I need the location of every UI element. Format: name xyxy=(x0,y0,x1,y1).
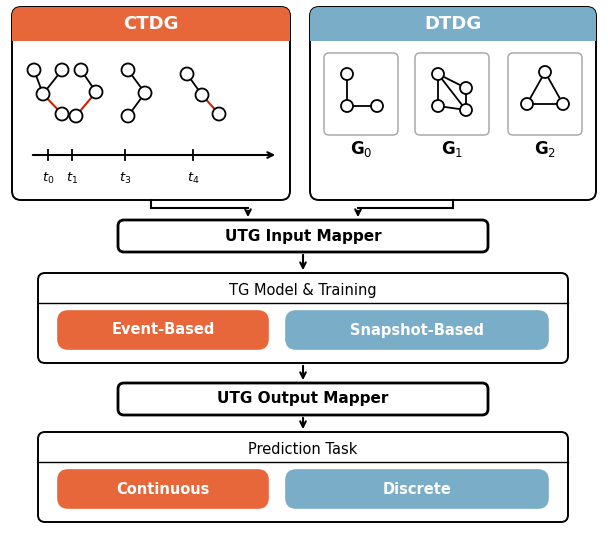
Circle shape xyxy=(521,98,533,110)
FancyBboxPatch shape xyxy=(12,7,290,200)
Text: $t_0$: $t_0$ xyxy=(42,171,54,186)
Text: UTG Output Mapper: UTG Output Mapper xyxy=(217,391,389,407)
FancyBboxPatch shape xyxy=(118,383,488,415)
Circle shape xyxy=(371,100,383,112)
FancyBboxPatch shape xyxy=(58,311,268,349)
FancyBboxPatch shape xyxy=(38,273,568,363)
Text: $\mathbf{G}_0$: $\mathbf{G}_0$ xyxy=(350,139,372,159)
FancyBboxPatch shape xyxy=(310,7,596,200)
Circle shape xyxy=(432,100,444,112)
Circle shape xyxy=(139,86,151,100)
FancyBboxPatch shape xyxy=(286,311,548,349)
Circle shape xyxy=(341,100,353,112)
Text: $\mathbf{G}_2$: $\mathbf{G}_2$ xyxy=(534,139,556,159)
Text: Continuous: Continuous xyxy=(116,482,210,497)
Bar xyxy=(12,25,290,41)
Text: $t_3$: $t_3$ xyxy=(119,171,131,186)
Circle shape xyxy=(460,82,472,94)
FancyBboxPatch shape xyxy=(508,53,582,135)
Text: CTDG: CTDG xyxy=(123,15,179,33)
Circle shape xyxy=(89,86,103,99)
Circle shape xyxy=(36,87,49,100)
Text: TG Model & Training: TG Model & Training xyxy=(229,283,377,298)
Text: UTG Input Mapper: UTG Input Mapper xyxy=(225,228,381,244)
Text: $t_1$: $t_1$ xyxy=(66,171,78,186)
Circle shape xyxy=(341,68,353,80)
Circle shape xyxy=(75,63,88,77)
Text: Snapshot-Based: Snapshot-Based xyxy=(350,323,484,338)
Circle shape xyxy=(55,63,69,77)
Circle shape xyxy=(557,98,569,110)
FancyBboxPatch shape xyxy=(310,7,596,41)
Circle shape xyxy=(213,108,226,120)
Circle shape xyxy=(27,63,41,77)
Circle shape xyxy=(55,108,69,120)
FancyBboxPatch shape xyxy=(58,470,268,508)
Text: Prediction Task: Prediction Task xyxy=(248,442,358,458)
FancyBboxPatch shape xyxy=(12,7,290,41)
Text: $\mathbf{G}_1$: $\mathbf{G}_1$ xyxy=(441,139,463,159)
FancyBboxPatch shape xyxy=(324,53,398,135)
FancyBboxPatch shape xyxy=(38,432,568,522)
Circle shape xyxy=(539,66,551,78)
FancyBboxPatch shape xyxy=(118,220,488,252)
Text: $t_4$: $t_4$ xyxy=(187,171,199,186)
Bar xyxy=(310,25,596,41)
Circle shape xyxy=(69,110,83,123)
Circle shape xyxy=(196,88,209,101)
Circle shape xyxy=(122,110,134,123)
Text: Event-Based: Event-Based xyxy=(111,323,215,338)
Circle shape xyxy=(122,63,134,77)
FancyBboxPatch shape xyxy=(286,470,548,508)
Circle shape xyxy=(460,104,472,116)
FancyBboxPatch shape xyxy=(415,53,489,135)
Circle shape xyxy=(181,68,193,81)
Text: DTDG: DTDG xyxy=(424,15,482,33)
Text: Discrete: Discrete xyxy=(382,482,451,497)
Circle shape xyxy=(432,68,444,80)
